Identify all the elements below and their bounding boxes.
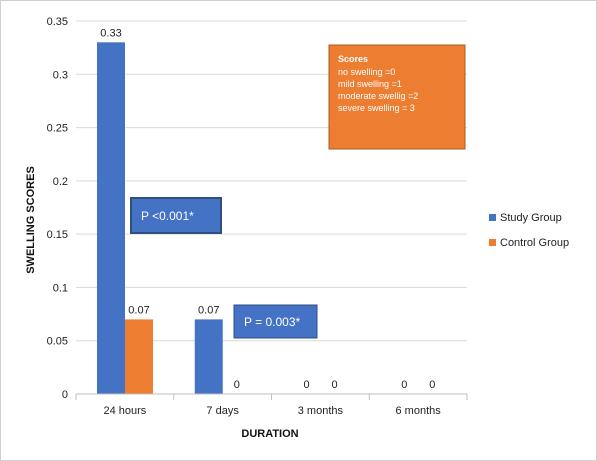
legend: Study Group Control Group <box>489 212 569 249</box>
data-labels: 0.33 0.07 0 0 0.07 0 0 0 <box>100 27 435 391</box>
data-label-study-group: 0.07 <box>198 304 219 316</box>
data-label-study-group: 0 <box>401 379 407 391</box>
p-value-7d-text: P = 0.003* <box>244 315 300 329</box>
y-tick-label: 0.05 <box>47 336 68 348</box>
bars <box>97 42 223 395</box>
p-value-box-7d-background <box>233 304 318 339</box>
p-value-box-24h-background <box>130 197 222 234</box>
p-value-box-7d: P = 0.003* <box>233 304 318 339</box>
p-value-box-24h: P <0.001* <box>130 197 222 234</box>
y-tick-label: 0.1 <box>53 282 68 294</box>
data-label-control-group: 0 <box>331 379 337 391</box>
y-axis-title: SWELLING SCORES <box>25 166 37 274</box>
data-label-study-group: 0 <box>303 379 309 391</box>
scores-box-line: mild swelling =1 <box>338 79 402 89</box>
grid-lines <box>76 20 467 342</box>
y-tick-label: 0.15 <box>47 229 68 241</box>
bar-study-group <box>194 319 223 394</box>
scores-box-title: Scores <box>338 54 368 64</box>
p-value-24h-text: P <0.001* <box>141 209 194 223</box>
legend-swatch-control-group <box>489 239 496 246</box>
x-axis-title: DURATION <box>241 428 298 440</box>
scores-box-line: moderate swellig =2 <box>338 91 418 101</box>
data-label-control-group: 0.07 <box>128 304 149 316</box>
scores-box-line: no swelling =0 <box>338 67 395 77</box>
y-tick-label: 0.25 <box>47 123 68 135</box>
scores-box-line: severe swelling = 3 <box>338 103 415 113</box>
data-label-study-group: 0.33 <box>100 27 121 39</box>
y-tick-label: 0.2 <box>53 176 68 188</box>
data-label-control-group: 0 <box>234 379 240 391</box>
y-tick-label: 0 <box>62 389 68 401</box>
x-tick-label: 3 months <box>298 405 344 417</box>
x-tick-label: 24 hours <box>103 405 146 417</box>
y-tick-label: 0.35 <box>47 16 68 28</box>
scores-box-background <box>328 44 466 150</box>
bar-study-group <box>97 42 125 395</box>
axes: 0 0.05 0.1 0.15 0.2 0.25 0.3 0.35 24 hours 7 days… <box>47 16 468 417</box>
y-tick-label: 0.3 <box>53 69 68 81</box>
x-tick-label: 6 months <box>396 405 442 417</box>
data-label-control-group: 0 <box>429 379 435 391</box>
legend-label-control-group: Control Group <box>500 237 569 249</box>
legend-label-study-group: Study Group <box>500 212 562 224</box>
x-tick-label: 7 days <box>206 405 239 417</box>
bar-control-group <box>125 319 153 394</box>
legend-swatch-study-group <box>489 214 496 221</box>
scores-annotation-box: Scores no swelling =0 mild swelling =1 m… <box>328 44 466 150</box>
